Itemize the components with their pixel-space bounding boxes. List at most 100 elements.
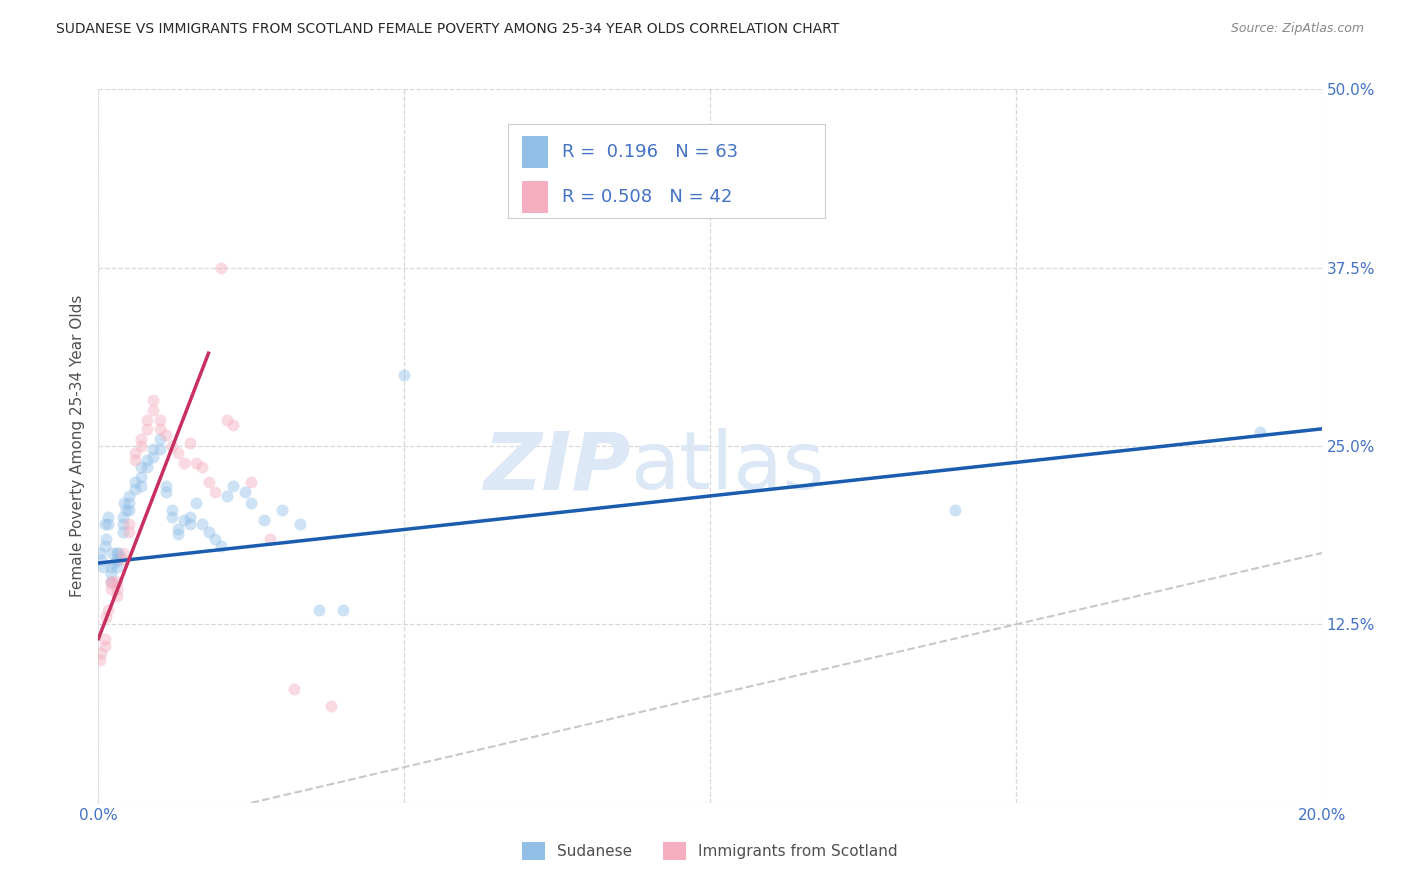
Point	[93, 539, 115, 553]
Point	[392, 368, 416, 382]
Point	[149, 442, 172, 456]
Point	[105, 553, 128, 567]
Point	[155, 427, 177, 442]
Point	[204, 484, 226, 499]
Text: R =  0.196   N = 63: R = 0.196 N = 63	[561, 143, 738, 161]
Point	[101, 574, 124, 589]
Point	[100, 567, 122, 582]
Point	[136, 453, 159, 467]
Point	[167, 522, 190, 536]
Point	[89, 546, 111, 560]
Point	[118, 517, 141, 532]
Point	[91, 560, 114, 574]
Point	[136, 413, 159, 427]
Point	[100, 574, 122, 589]
Point	[1249, 425, 1271, 439]
Point	[124, 446, 146, 460]
Point	[118, 524, 141, 539]
Point	[93, 639, 115, 653]
Point	[93, 517, 115, 532]
Point	[129, 439, 152, 453]
Point	[97, 603, 120, 617]
Point	[209, 260, 232, 275]
Point	[94, 532, 117, 546]
Point	[149, 422, 172, 436]
Point	[124, 475, 146, 489]
Point	[111, 524, 134, 539]
Point	[240, 496, 263, 510]
Point	[167, 527, 190, 541]
Point	[129, 470, 152, 484]
Point	[186, 496, 208, 510]
Point	[101, 546, 124, 560]
Point	[252, 513, 274, 527]
Point	[142, 450, 165, 465]
Text: atlas: atlas	[630, 428, 825, 507]
Point	[100, 582, 122, 596]
Point	[142, 403, 165, 417]
Point	[118, 496, 141, 510]
Point	[259, 532, 281, 546]
Point	[97, 510, 120, 524]
Point	[160, 503, 183, 517]
Point	[105, 582, 128, 596]
Point	[319, 698, 342, 713]
Point	[179, 517, 201, 532]
Point	[222, 417, 245, 432]
Point	[283, 681, 305, 696]
Point	[173, 456, 195, 470]
Point	[89, 653, 111, 667]
Point	[233, 484, 256, 499]
Point	[142, 442, 165, 456]
Point	[191, 460, 214, 475]
Point	[105, 560, 128, 574]
Point	[124, 482, 146, 496]
Y-axis label: Female Poverty Among 25-34 Year Olds: Female Poverty Among 25-34 Year Olds	[69, 295, 84, 597]
Point	[105, 574, 128, 589]
Point	[124, 453, 146, 467]
Point	[179, 510, 201, 524]
Legend: Sudanese, Immigrants from Scotland: Sudanese, Immigrants from Scotland	[516, 836, 904, 866]
Point	[215, 413, 238, 427]
Point	[136, 422, 159, 436]
Point	[308, 603, 330, 617]
Point	[111, 517, 134, 532]
Point	[107, 546, 129, 560]
Point	[100, 560, 122, 574]
Point	[129, 460, 152, 475]
Point	[197, 475, 219, 489]
Point	[155, 484, 177, 499]
Point	[136, 460, 159, 475]
Point	[118, 503, 141, 517]
Point	[108, 550, 131, 565]
Point	[160, 439, 183, 453]
Point	[197, 524, 219, 539]
Point	[90, 553, 112, 567]
Text: SUDANESE VS IMMIGRANTS FROM SCOTLAND FEMALE POVERTY AMONG 25-34 YEAR OLDS CORREL: SUDANESE VS IMMIGRANTS FROM SCOTLAND FEM…	[56, 22, 839, 37]
Point	[167, 446, 190, 460]
Point	[191, 517, 214, 532]
Point	[103, 556, 125, 570]
Point	[129, 479, 152, 493]
Point	[204, 532, 226, 546]
Text: ZIP: ZIP	[484, 428, 630, 507]
Point	[149, 432, 172, 446]
Point	[186, 456, 208, 470]
Point	[270, 503, 292, 517]
Point	[93, 632, 115, 646]
Point	[97, 517, 120, 532]
Point	[160, 510, 183, 524]
Point	[105, 589, 128, 603]
Point	[332, 603, 354, 617]
Point	[105, 546, 128, 560]
Point	[142, 393, 165, 408]
Point	[179, 436, 201, 450]
Point	[94, 610, 117, 624]
Point	[222, 479, 245, 493]
Point	[115, 503, 138, 517]
Point	[111, 553, 134, 567]
Point	[129, 432, 152, 446]
Point	[240, 475, 263, 489]
Point	[209, 539, 232, 553]
Point	[111, 510, 134, 524]
